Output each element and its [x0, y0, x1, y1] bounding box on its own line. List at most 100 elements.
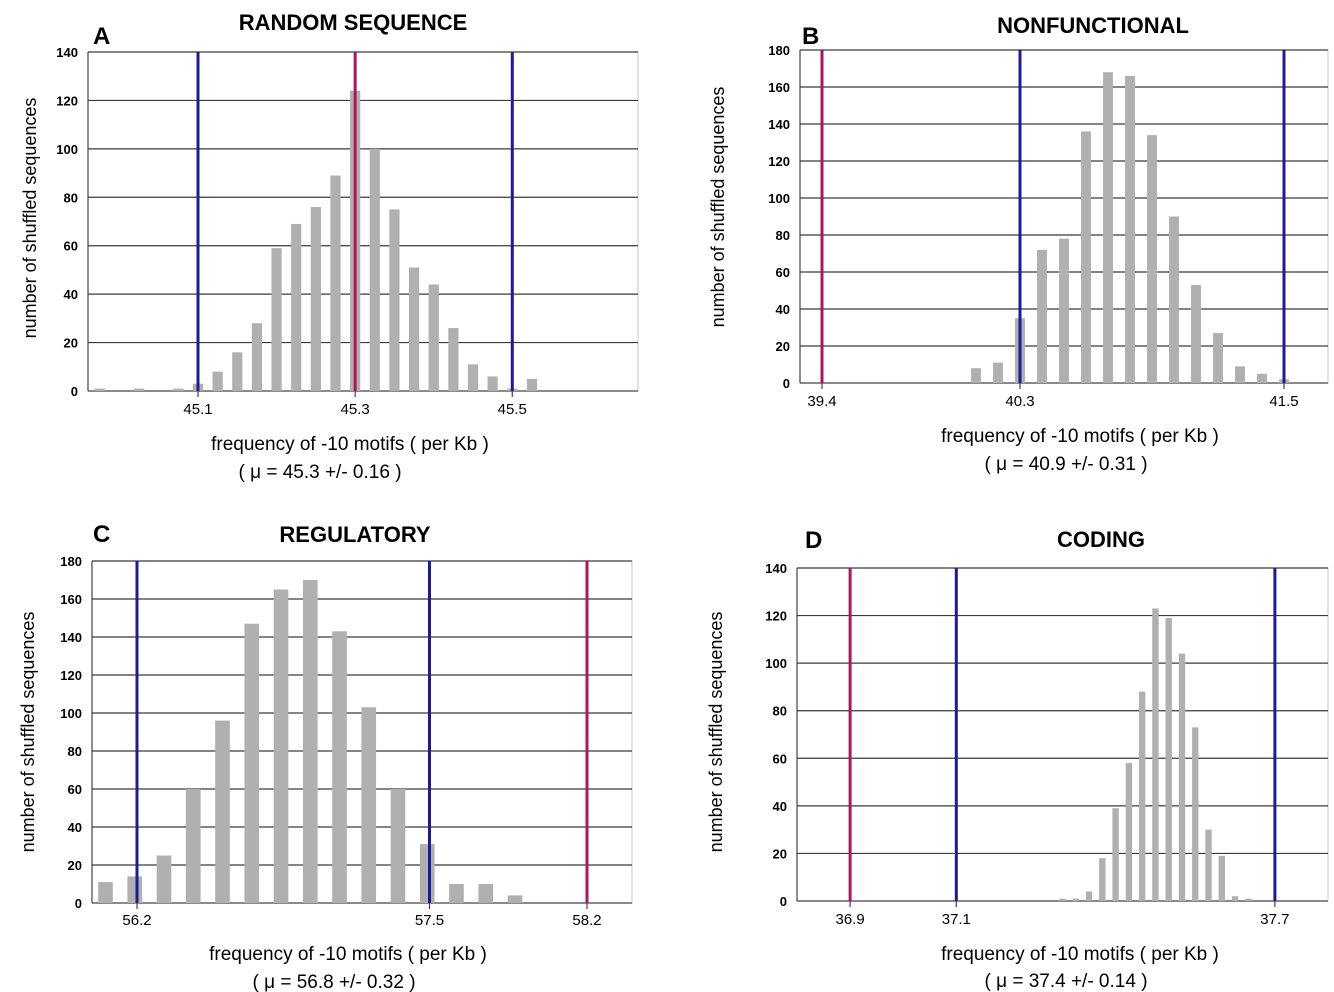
y-tick-label: 180	[768, 43, 790, 58]
y-tick-label: 160	[60, 592, 82, 607]
bar	[215, 720, 230, 903]
bar	[291, 223, 302, 391]
x-axis-label: frequency of -10 motifs ( per Kb )	[209, 944, 487, 965]
bar	[271, 248, 282, 391]
y-tick-label: 160	[768, 80, 790, 95]
bar	[232, 352, 243, 391]
bar	[212, 371, 223, 391]
y-tick-label: 180	[60, 554, 82, 569]
y-axis-label: number of shuffled sequences	[708, 87, 728, 328]
y-tick-label: 80	[773, 704, 787, 719]
y-tick-label: 80	[776, 228, 790, 243]
bar	[251, 323, 263, 391]
bar	[185, 789, 201, 903]
y-tick-label: 40	[773, 799, 787, 814]
x-tick-label: 56.2	[122, 912, 151, 929]
bar	[487, 376, 498, 391]
bar	[127, 876, 143, 903]
bar	[408, 267, 420, 391]
bar	[1085, 891, 1093, 901]
x-tick-label: 36.9	[835, 911, 864, 928]
x-tick-label: 45.5	[498, 401, 527, 418]
bar	[1192, 727, 1199, 901]
bar	[428, 284, 439, 391]
y-tick-label: 140	[60, 630, 82, 645]
y-tick-label: 120	[765, 609, 787, 624]
plot-area	[796, 567, 1329, 902]
y-axis-label: number of shuffled sequences	[20, 98, 40, 339]
bar	[419, 844, 435, 903]
x-tick-label: 57.5	[415, 912, 444, 929]
y-tick-label: 140	[765, 561, 787, 576]
y-tick-label: 100	[768, 191, 790, 206]
bar	[98, 882, 113, 903]
bar	[1072, 898, 1079, 901]
bar	[971, 368, 981, 383]
bar	[1235, 366, 1245, 383]
y-tick-label: 140	[56, 45, 78, 60]
bar	[1147, 135, 1157, 383]
bar	[1037, 249, 1047, 383]
bar	[1081, 131, 1091, 383]
bar	[156, 855, 172, 903]
y-tick-label: 60	[773, 751, 787, 766]
bar	[467, 364, 479, 391]
bar	[310, 206, 321, 391]
bar	[1231, 896, 1239, 901]
bar	[1112, 808, 1119, 901]
bar	[390, 789, 406, 903]
bar	[1191, 284, 1201, 383]
y-tick-label: 20	[776, 339, 790, 354]
bar	[1178, 653, 1186, 901]
x-tick-label: 37.7	[1260, 911, 1289, 928]
y-tick-label: 100	[765, 656, 787, 671]
y-tick-label: 40	[68, 820, 82, 835]
panel-a: 0 20 40 60 80 100 120 140 45.1 45.3 45.5 A RANDOM SE…	[20, 10, 639, 483]
y-tick-label: 60	[68, 782, 82, 797]
bar	[1165, 617, 1172, 901]
x-axis-label: frequency of -10 motifs ( per Kb )	[941, 944, 1219, 965]
bar	[1103, 72, 1113, 383]
bar	[1099, 858, 1106, 901]
bar	[1213, 333, 1223, 383]
bar	[1138, 691, 1146, 901]
x-tick-label: 37.1	[942, 911, 971, 928]
mean-annotation: ( μ = 40.9 +/- 0.31 )	[984, 454, 1147, 475]
y-tick-label: 0	[783, 376, 790, 391]
y-tick-label: 40	[776, 302, 790, 317]
y-tick-label: 120	[768, 154, 790, 169]
y-tick-label: 140	[768, 117, 790, 132]
bar	[1257, 373, 1267, 383]
y-tick-label: 0	[780, 894, 787, 909]
bar	[448, 328, 459, 391]
mean-annotation: ( μ = 37.4 +/- 0.14 )	[984, 971, 1147, 992]
bar	[1152, 608, 1159, 901]
x-tick-label: 45.3	[341, 401, 370, 418]
panel-letter: A	[93, 23, 110, 50]
y-tick-label: 100	[56, 142, 78, 157]
bar	[1125, 75, 1135, 384]
bar	[1059, 238, 1069, 383]
bar	[993, 362, 1003, 383]
y-tick-label: 120	[56, 93, 78, 108]
y-tick-label: 120	[60, 668, 82, 683]
chart-title: REGULATORY	[279, 522, 430, 547]
panel-letter: D	[805, 527, 822, 554]
bar	[1205, 829, 1212, 901]
bar	[389, 209, 400, 391]
x-tick-label: 45.1	[183, 401, 212, 418]
y-tick-label: 40	[64, 287, 78, 302]
bar	[1245, 898, 1252, 901]
bar	[361, 707, 377, 903]
bar	[526, 378, 538, 391]
panel-c: 0 20 40 60 80 100 120 140 160 180 56.2 57.5 58.2 C REG…	[18, 521, 633, 992]
panel-b: 0 20 40 60 80 100 120 140 160 180 39.4 40.3 41.5 B NON…	[708, 13, 1329, 475]
bar	[244, 623, 260, 903]
y-tick-label: 20	[64, 336, 78, 351]
bar	[478, 884, 494, 903]
bar	[133, 388, 145, 391]
mean-annotation: ( μ = 56.8 +/- 0.32 )	[252, 972, 415, 992]
bar	[332, 631, 347, 903]
x-tick-label: 41.5	[1269, 393, 1298, 410]
